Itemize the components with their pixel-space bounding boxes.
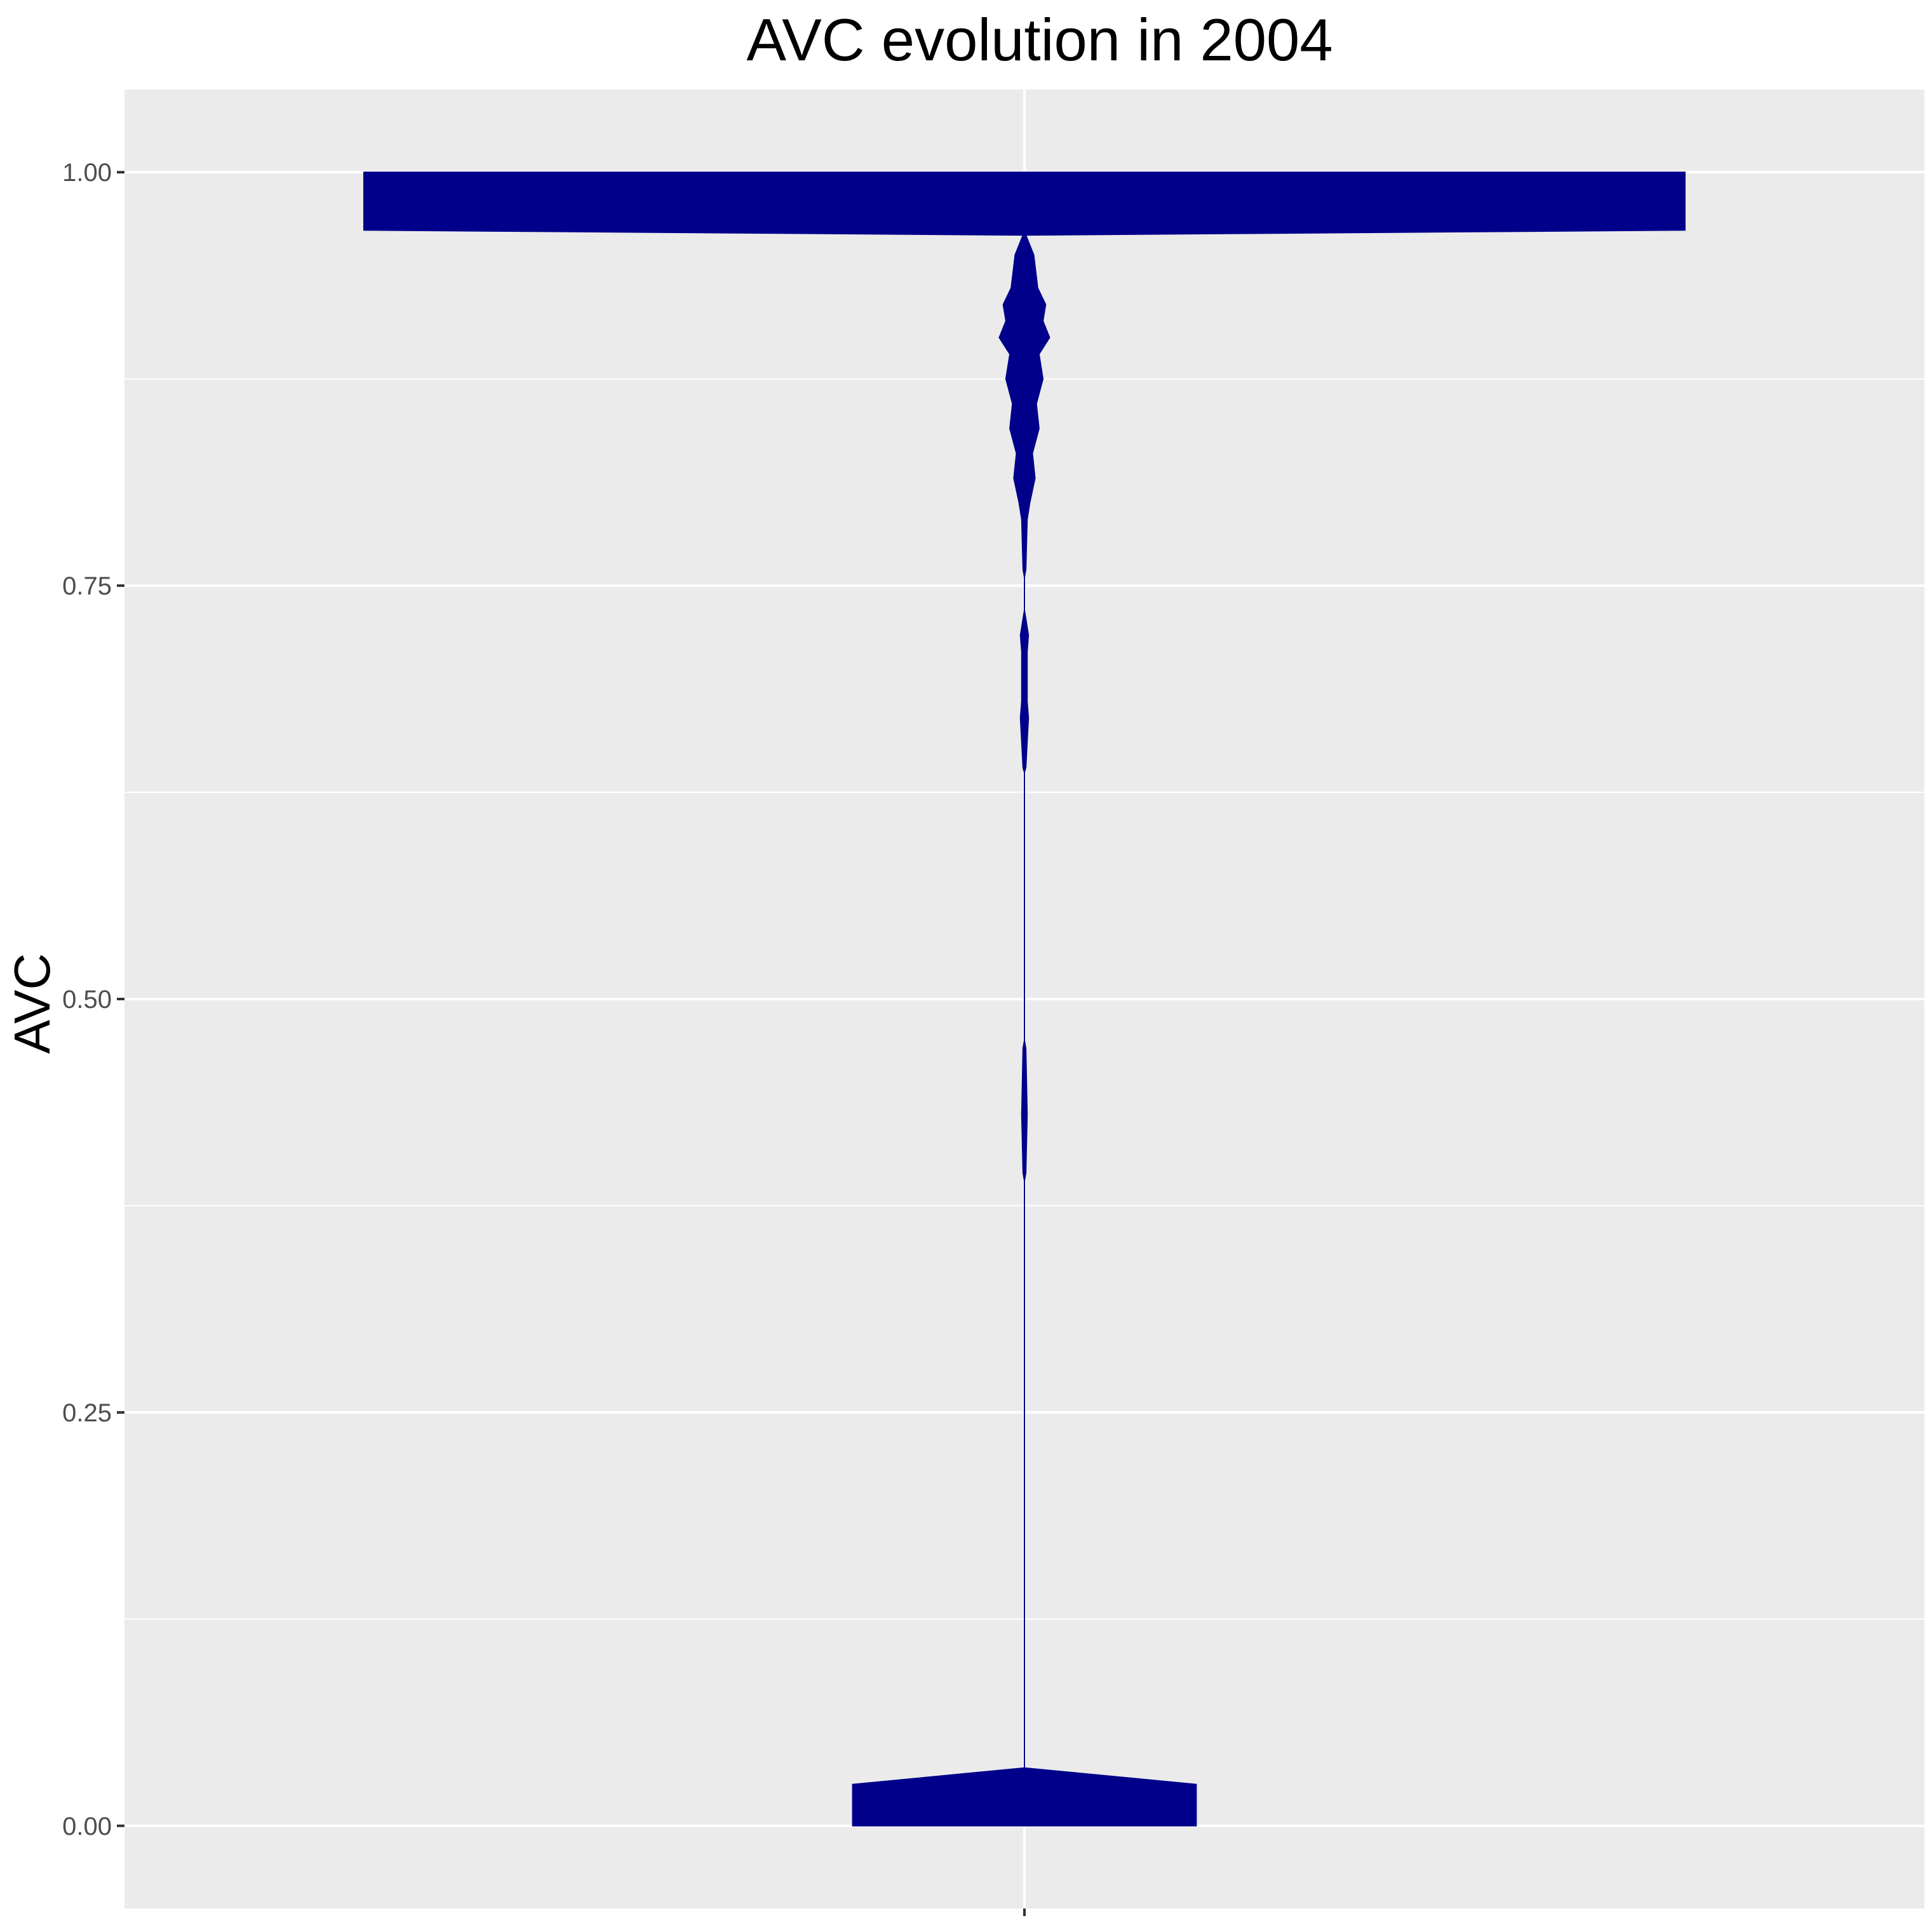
chart-title: AVC evolution in 2004: [746, 6, 1332, 73]
violin-layer: [363, 171, 1686, 1827]
y-tick-label: 0.25: [62, 1399, 112, 1427]
y-tick-label: 1.00: [62, 159, 112, 187]
y-tick-label: 0.50: [62, 986, 112, 1014]
violin-shape: [363, 171, 1686, 1827]
y-tick-label: 0.75: [62, 572, 112, 600]
y-tick-label: 0.00: [62, 1813, 112, 1841]
y-axis-label: AVC: [4, 953, 60, 1054]
y-axis: 0.00 0.25 0.50 0.75 1.00: [62, 159, 124, 1841]
